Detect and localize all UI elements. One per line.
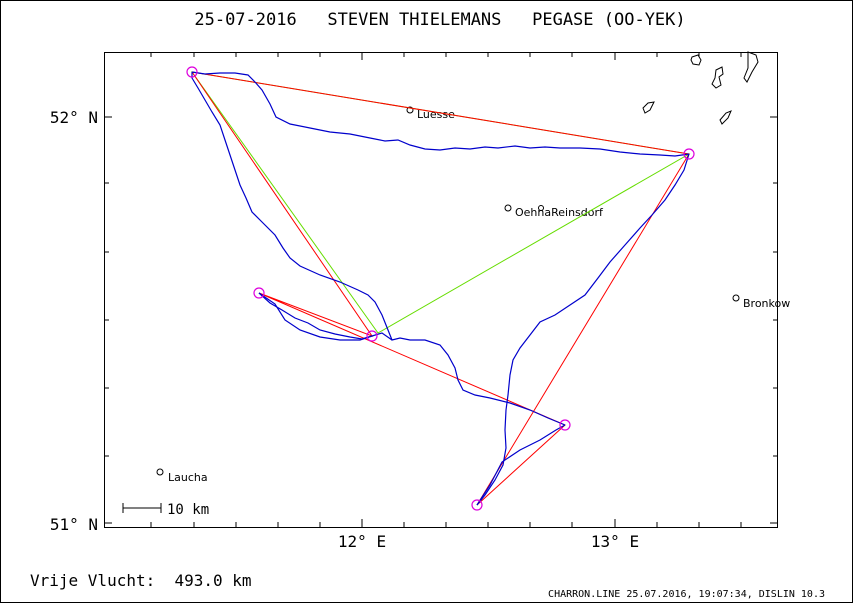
turnpoint-east: [683, 148, 695, 160]
turnpoint-southeast: [559, 419, 571, 431]
turnpoint-finish: [366, 330, 378, 342]
course-line: [191, 71, 690, 506]
scale-bar: 10 km: [122, 502, 209, 518]
lat-label-51: 51° N: [50, 515, 98, 534]
turnpoint-south: [471, 499, 483, 511]
turnpoint-west: [253, 287, 265, 299]
place-label-bronkow: Bronkow: [743, 297, 790, 310]
turnpoints: [186, 66, 695, 511]
place-dot-oehna: [504, 204, 512, 212]
water-outlines: [642, 51, 759, 125]
scale-bar-label: 10 km: [167, 502, 209, 518]
place-dot-bronkow: [732, 294, 740, 302]
place-dot-luesse: [406, 106, 414, 114]
place-label-luesse: Luesse: [417, 108, 455, 121]
lon-label-12: 12° E: [338, 532, 386, 551]
credit-line: CHARRON.LINE 25.07.2016, 19:07:34, DISLI…: [548, 589, 825, 600]
lon-label-13: 13° E: [591, 532, 639, 551]
place-markers: Luesse OehnaReinsdorf Bronkow Laucha: [156, 106, 790, 484]
turnpoint-start: [186, 66, 198, 78]
free-flight-distance: Vrije Vlucht: 493.0 km: [30, 571, 252, 590]
plot-frame: [104, 52, 778, 528]
place-dot-laucha: [156, 468, 164, 476]
axis-ticks: [104, 52, 778, 527]
place-label-oehnareinsdorf: OehnaReinsdorf: [515, 206, 604, 219]
lat-label-52: 52° N: [50, 108, 98, 127]
place-dot-reinsdorf: [538, 205, 544, 211]
flight-track: [191, 71, 690, 506]
map-title: 25-07-2016 STEVEN THIELEMANS PEGASE (OO-…: [194, 10, 685, 30]
place-label-laucha: Laucha: [168, 471, 208, 484]
